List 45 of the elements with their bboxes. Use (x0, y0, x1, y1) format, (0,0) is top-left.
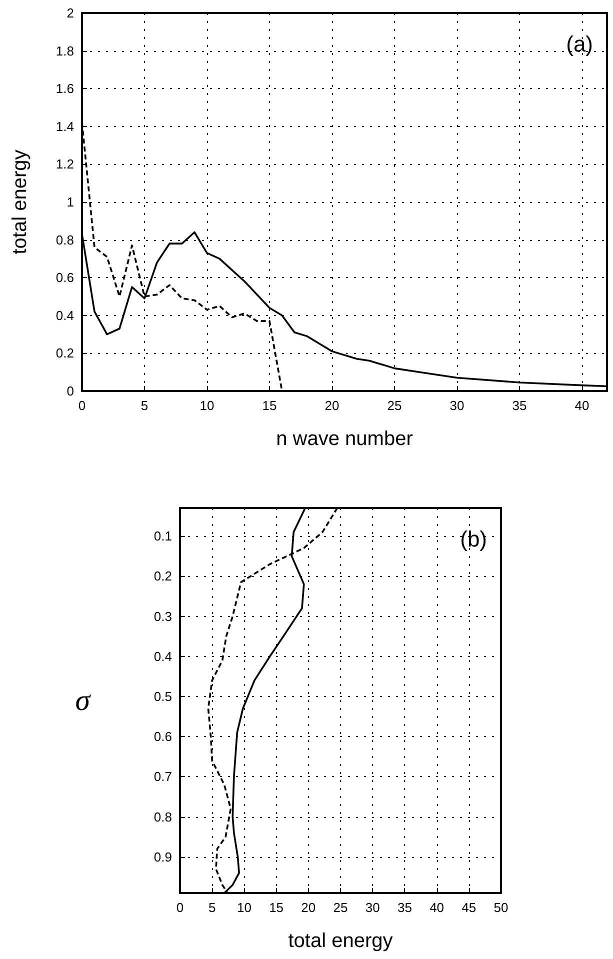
x-tick-label: 15 (262, 398, 277, 413)
y-tick-label: 0.1 (154, 528, 172, 544)
x-tick-label: 20 (324, 398, 340, 413)
y-axis-title: total energy (9, 150, 31, 254)
y-tick-label: 0.4 (154, 648, 172, 664)
x-tick-label: 30 (365, 900, 380, 915)
x-tick-label: 40 (430, 900, 444, 915)
y-tick-label: 1.8 (56, 43, 74, 58)
y-tick-label: 0.2 (154, 568, 172, 584)
y-tick-label: 0.3 (154, 608, 172, 624)
x-tick-label: 10 (236, 900, 252, 915)
x-tick-label: 40 (574, 398, 590, 413)
y-tick-label: 0.9 (154, 849, 172, 864)
x-tick-label: 35 (397, 900, 412, 915)
y-tick-label: 1.6 (56, 81, 74, 96)
annotation: (a) (566, 32, 594, 56)
x-tick-label: 15 (269, 900, 284, 915)
y-tick-label: 0 (66, 384, 74, 398)
y-tick-label: 0.6 (154, 729, 172, 744)
y-tick-label: 1.4 (56, 118, 74, 134)
y-tick-label: 0.5 (154, 688, 172, 704)
y-axis-title: σ (75, 684, 92, 717)
x-tick-label: 20 (301, 900, 316, 915)
x-axis-title: total energy (288, 930, 393, 952)
x-axis-title: n wave number (276, 428, 414, 450)
x-tick-label: 50 (494, 900, 508, 915)
x-tick-label: 5 (140, 398, 148, 413)
x-tick-label: 35 (512, 398, 527, 413)
x-tick-label: 45 (462, 900, 476, 915)
y-tick-label: 1 (66, 194, 74, 210)
y-tick-label: 1.2 (56, 156, 74, 172)
y-tick-label: 0.4 (56, 308, 74, 323)
y-tick-label: 2 (66, 6, 74, 20)
y-tick-label: 0.2 (56, 346, 74, 361)
y-tick-label: 0.6 (56, 270, 74, 286)
y-tick-label: 0.8 (154, 809, 172, 824)
x-tick-label: 0 (78, 398, 86, 413)
y-tick-label: 0.8 (56, 232, 74, 248)
x-tick-label: 5 (208, 900, 216, 915)
y-tick-label: 0.7 (154, 769, 172, 784)
x-tick-label: 10 (200, 398, 214, 413)
x-tick-label: 25 (333, 900, 348, 915)
x-tick-label: 0 (176, 900, 184, 915)
x-tick-label: 30 (450, 398, 464, 413)
x-tick-label: 25 (387, 398, 402, 413)
